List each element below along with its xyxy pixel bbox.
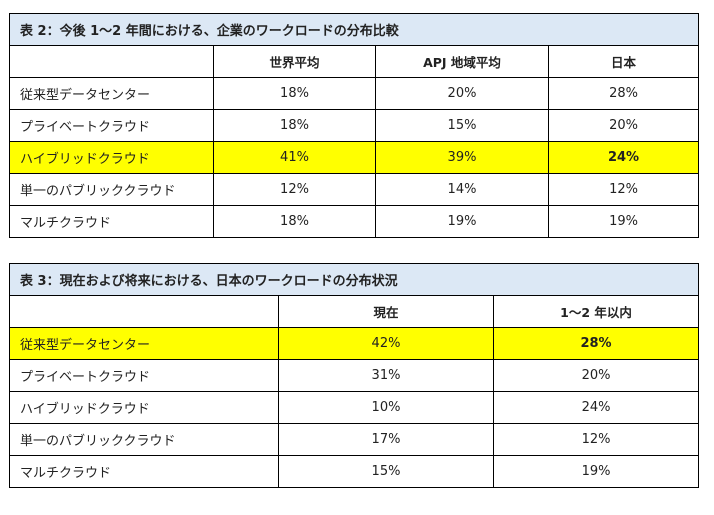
table-title-row: 表 3：現在および将来における、日本のワークロードの分布状況 bbox=[8, 263, 700, 296]
cell: 24% bbox=[492, 391, 700, 424]
cell: 18% bbox=[213, 77, 376, 110]
cell-emphasized: 28% bbox=[492, 327, 700, 360]
row-label: 従来型データセンター bbox=[9, 77, 214, 110]
row-label: 単一のパブリッククラウド bbox=[9, 423, 279, 456]
cell-emphasized: 24% bbox=[547, 141, 700, 174]
row-label: 従来型データセンター bbox=[9, 327, 279, 360]
cell: 28% bbox=[547, 77, 700, 110]
header-future: 1～2 年以内 bbox=[492, 295, 700, 328]
row-label: 単一のパブリッククラウド bbox=[9, 173, 214, 206]
cell: 41% bbox=[213, 141, 376, 174]
table-title: 表 2：今後 1～2 年間における、企業のワークロードの分布比較 bbox=[8, 13, 700, 46]
cell: 20% bbox=[492, 359, 700, 392]
row-label: プライベートクラウド bbox=[9, 109, 214, 142]
table-row: マルチクラウド 15% 19% bbox=[9, 455, 700, 488]
japan-workload-table: 表 3：現在および将来における、日本のワークロードの分布状況 現在 1～2 年以… bbox=[8, 263, 700, 488]
cell: 20% bbox=[375, 77, 549, 110]
table-row-highlighted: ハイブリッドクラウド 41% 39% 24% bbox=[9, 141, 700, 174]
cell: 31% bbox=[278, 359, 494, 392]
table-header-row: 世界平均 APJ 地域平均 日本 bbox=[9, 45, 700, 78]
header-apj: APJ 地域平均 bbox=[375, 45, 549, 78]
table-title: 表 3：現在および将来における、日本のワークロードの分布状況 bbox=[8, 263, 700, 296]
table-header-row: 現在 1～2 年以内 bbox=[9, 295, 700, 328]
header-global: 世界平均 bbox=[213, 45, 376, 78]
header-empty bbox=[9, 45, 214, 78]
table-row-highlighted: 従来型データセンター 42% 28% bbox=[9, 327, 700, 360]
row-label: マルチクラウド bbox=[9, 205, 214, 238]
row-label: ハイブリッドクラウド bbox=[9, 391, 279, 424]
cell: 12% bbox=[213, 173, 376, 206]
table-row: プライベートクラウド 31% 20% bbox=[9, 359, 700, 392]
cell: 12% bbox=[492, 423, 700, 456]
table-row: 従来型データセンター 18% 20% 28% bbox=[9, 77, 700, 110]
cell: 12% bbox=[547, 173, 700, 206]
cell: 15% bbox=[375, 109, 549, 142]
cell: 19% bbox=[375, 205, 549, 238]
cell: 10% bbox=[278, 391, 494, 424]
cell: 14% bbox=[375, 173, 549, 206]
header-empty bbox=[9, 295, 279, 328]
row-label: ハイブリッドクラウド bbox=[9, 141, 214, 174]
table-row: 単一のパブリッククラウド 17% 12% bbox=[9, 423, 700, 456]
table-row: プライベートクラウド 18% 15% 20% bbox=[9, 109, 700, 142]
table-row: マルチクラウド 18% 19% 19% bbox=[9, 205, 700, 238]
row-label: プライベートクラウド bbox=[9, 359, 279, 392]
header-current: 現在 bbox=[278, 295, 494, 328]
cell: 20% bbox=[547, 109, 700, 142]
cell: 18% bbox=[213, 109, 376, 142]
cell: 39% bbox=[375, 141, 549, 174]
header-japan: 日本 bbox=[547, 45, 700, 78]
cell: 19% bbox=[492, 455, 700, 488]
table-title-row: 表 2：今後 1～2 年間における、企業のワークロードの分布比較 bbox=[8, 13, 700, 46]
table-row: 単一のパブリッククラウド 12% 14% 12% bbox=[9, 173, 700, 206]
cell: 18% bbox=[213, 205, 376, 238]
cell: 19% bbox=[547, 205, 700, 238]
cell: 17% bbox=[278, 423, 494, 456]
row-label: マルチクラウド bbox=[9, 455, 279, 488]
workload-comparison-table: 表 2：今後 1～2 年間における、企業のワークロードの分布比較 世界平均 AP… bbox=[8, 13, 700, 238]
cell: 42% bbox=[278, 327, 494, 360]
cell: 15% bbox=[278, 455, 494, 488]
table-row: ハイブリッドクラウド 10% 24% bbox=[9, 391, 700, 424]
